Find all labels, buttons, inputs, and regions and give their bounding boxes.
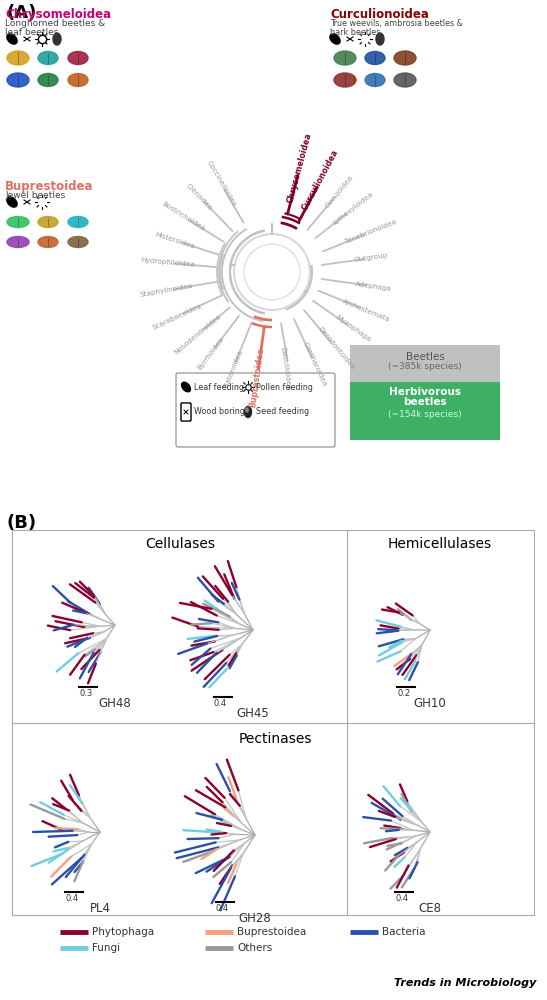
Text: Derodontoidea: Derodontoidea <box>316 325 355 370</box>
Text: Elateroidea: Elateroidea <box>222 349 243 390</box>
Ellipse shape <box>68 217 88 228</box>
Text: Pollen feeding: Pollen feeding <box>256 382 313 391</box>
Text: 0.4: 0.4 <box>395 894 408 903</box>
Text: beetles: beetles <box>403 397 447 407</box>
Text: 0.3: 0.3 <box>79 689 92 698</box>
Text: Curculionoidea: Curculionoidea <box>330 8 429 21</box>
Text: (A): (A) <box>6 4 36 22</box>
Ellipse shape <box>7 51 29 65</box>
Text: Cellulases: Cellulases <box>145 537 215 551</box>
Ellipse shape <box>246 408 248 412</box>
Text: Archostemata: Archostemata <box>342 298 391 322</box>
Text: 0.4: 0.4 <box>214 699 227 708</box>
Text: Byrrhoidea: Byrrhoidea <box>196 336 225 371</box>
Text: Others: Others <box>237 943 272 953</box>
Text: Herbivorous: Herbivorous <box>389 387 461 397</box>
Text: Buprestoidea: Buprestoidea <box>5 180 94 193</box>
Text: GH48: GH48 <box>98 697 131 710</box>
Text: True weevils, ambrosia beetles &: True weevils, ambrosia beetles & <box>330 19 463 28</box>
FancyBboxPatch shape <box>176 373 335 447</box>
Text: GH45: GH45 <box>237 707 269 720</box>
Text: Bostrichoidea: Bostrichoidea <box>160 201 206 232</box>
Text: Buprestoidea: Buprestoidea <box>248 346 266 408</box>
Text: GH10: GH10 <box>414 697 446 710</box>
Text: Seed feeding: Seed feeding <box>256 408 309 416</box>
Ellipse shape <box>394 51 416 65</box>
Text: Pectinases: Pectinases <box>238 732 312 746</box>
Ellipse shape <box>38 217 58 228</box>
Text: Chrysomeloidea: Chrysomeloidea <box>5 8 111 21</box>
Text: Myxophaga: Myxophaga <box>334 314 372 343</box>
Text: Wood boring: Wood boring <box>194 408 245 416</box>
Ellipse shape <box>68 51 88 64</box>
Ellipse shape <box>7 197 17 207</box>
Text: Chrysomeloidea: Chrysomeloidea <box>286 131 313 204</box>
Text: Hydrophiloidea: Hydrophiloidea <box>140 257 195 268</box>
Ellipse shape <box>68 236 88 247</box>
Text: Lymexyloidea: Lymexyloidea <box>332 191 375 226</box>
Text: Hemicellulases: Hemicellulases <box>388 537 492 551</box>
Ellipse shape <box>365 74 385 87</box>
Ellipse shape <box>7 34 17 44</box>
Text: 0.4: 0.4 <box>216 904 229 913</box>
Text: Scarabaeoidea: Scarabaeoidea <box>151 302 202 330</box>
Text: Coccinelloidea: Coccinelloidea <box>205 160 237 208</box>
Text: Leaf feeding: Leaf feeding <box>194 382 244 391</box>
Ellipse shape <box>38 236 58 247</box>
Text: Phytophaga: Phytophaga <box>92 927 154 937</box>
Bar <box>350 382 500 440</box>
Ellipse shape <box>7 217 29 228</box>
Text: bark beetles: bark beetles <box>330 28 380 37</box>
Text: Adephaga: Adephaga <box>354 281 392 292</box>
Text: 0.4: 0.4 <box>65 894 78 903</box>
Ellipse shape <box>334 51 356 65</box>
Bar <box>12 530 534 915</box>
Ellipse shape <box>376 33 384 45</box>
Text: Histeroidea: Histeroidea <box>154 231 196 250</box>
Text: Cleroidea: Cleroidea <box>185 182 213 211</box>
Text: Dascilloidea: Dascilloidea <box>280 346 292 390</box>
Ellipse shape <box>68 74 88 87</box>
Text: Staphylinoidea: Staphylinoidea <box>139 283 194 298</box>
Text: Trends in Microbiology: Trends in Microbiology <box>394 978 536 988</box>
Text: Cantharoidea: Cantharoidea <box>302 341 328 388</box>
Text: (~154k species): (~154k species) <box>388 410 462 419</box>
Text: Jewel beetles: Jewel beetles <box>5 191 65 200</box>
Text: Nosodendroidea: Nosodendroidea <box>173 313 222 356</box>
Ellipse shape <box>53 33 61 45</box>
Text: (~385k species): (~385k species) <box>388 362 462 371</box>
Text: GH28: GH28 <box>238 912 271 925</box>
Ellipse shape <box>245 406 252 418</box>
Text: (B): (B) <box>6 514 36 532</box>
Text: Fungi: Fungi <box>92 943 120 953</box>
Ellipse shape <box>7 73 29 87</box>
Ellipse shape <box>7 236 29 247</box>
Text: Buprestoidea: Buprestoidea <box>237 927 306 937</box>
Text: Tenebrionoidea: Tenebrionoidea <box>345 219 398 245</box>
Text: Beetles: Beetles <box>405 352 444 362</box>
Ellipse shape <box>394 73 416 87</box>
Text: Longhorned beetles &: Longhorned beetles & <box>5 19 105 28</box>
Text: PL4: PL4 <box>90 902 110 915</box>
Ellipse shape <box>334 73 356 87</box>
Text: leaf beetles: leaf beetles <box>5 28 59 37</box>
Ellipse shape <box>38 51 58 64</box>
Text: Cucujoidea: Cucujoidea <box>324 174 354 209</box>
Ellipse shape <box>38 74 58 87</box>
Bar <box>350 345 500 440</box>
Ellipse shape <box>182 382 190 392</box>
Ellipse shape <box>330 34 340 44</box>
Ellipse shape <box>365 51 385 64</box>
Text: Bacteria: Bacteria <box>382 927 426 937</box>
Text: CE8: CE8 <box>418 902 441 915</box>
Text: Curculionoidea: Curculionoidea <box>301 148 341 212</box>
Text: 0.2: 0.2 <box>397 689 410 698</box>
Text: Outgroup: Outgroup <box>354 253 388 263</box>
